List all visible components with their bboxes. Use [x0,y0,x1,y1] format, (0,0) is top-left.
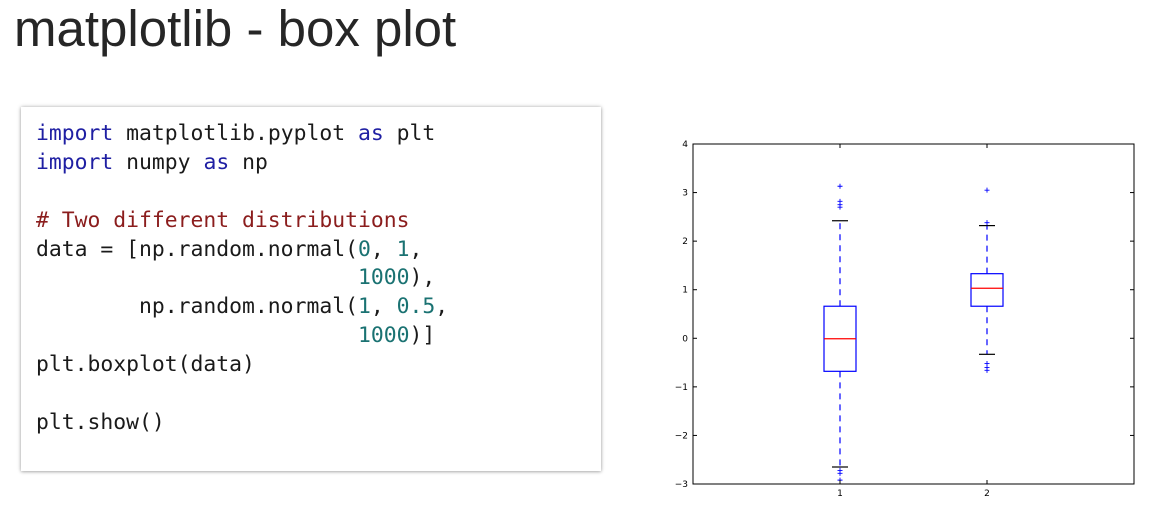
code-token: plt.boxplot(data) [36,352,255,378]
code-token: 0.5 [396,294,436,320]
code-token [36,323,358,348]
slide-title: matplotlib - box plot [14,0,457,57]
code-line [36,380,601,409]
code-token: plt.show() [36,409,165,435]
y-tick-label: 0 [682,334,688,344]
box-plot-chart: −3 −2 −1 0 1 2 3 4 1 2 [660,130,1140,505]
code-token: ), [409,265,436,291]
y-tick-label: 2 [682,237,688,247]
code-token: as [357,121,384,146]
code-token: as [203,149,230,175]
code-token: np.random.normal( [36,294,358,320]
code-line: data = [np.random.normal(0, 1, [36,236,601,265]
flier-point [984,187,990,193]
flier-point [837,204,843,210]
box-plot-svg: −3 −2 −1 0 1 2 3 4 1 2 [675,140,1135,499]
code-line: plt.show() [36,409,601,438]
code-token: , [370,294,397,320]
y-tick-label: −2 [675,431,688,441]
code-token: matplotlib.pyplot [113,121,358,146]
code-token: 1 [357,294,371,320]
code-line: plt.boxplot(data) [36,351,601,380]
code-token: plt [383,121,436,146]
box [970,273,1004,307]
code-line [36,178,601,207]
code-line: import matplotlib.pyplot as plt [36,120,601,149]
code-token: 1000 [357,265,410,291]
code-token: import [36,121,114,146]
code-line: 1000)] [36,322,601,351]
flier-point [984,367,990,373]
plot-frame [692,143,1135,485]
y-tick-label: 3 [682,189,688,199]
code-block: import matplotlib.pyplot as plt import nu… [21,107,601,471]
code-token: np [229,149,268,175]
x-tick-label: 2 [984,489,990,499]
code-token: )] [409,323,436,349]
code-token: 1 [396,236,410,262]
flier-point [984,220,990,226]
code-line: import numpy as np [36,149,601,178]
code-token: numpy [113,149,204,175]
code-token: 1000 [357,323,410,349]
code-token: import [36,149,114,175]
code-line: 1000), [36,264,601,293]
y-tick-label: 4 [682,140,688,150]
code-line: np.random.normal(1, 0.5, [36,293,601,322]
y-tick-label: −1 [675,383,688,393]
flier-point [837,183,843,189]
y-tick-label: −3 [675,480,688,490]
code-token: data = [np.random.normal( [36,236,358,262]
code-token: 0 [357,236,371,262]
code-token: , [370,236,397,262]
y-tick-label: 1 [682,286,688,296]
flier-point [837,470,843,476]
code-token: # Two different distributions [36,207,410,233]
x-tick-label: 1 [837,489,843,499]
code-token: , [409,236,423,262]
code-token: , [435,294,449,320]
code-token [36,265,358,290]
code-line: # Two different distributions [36,207,601,236]
